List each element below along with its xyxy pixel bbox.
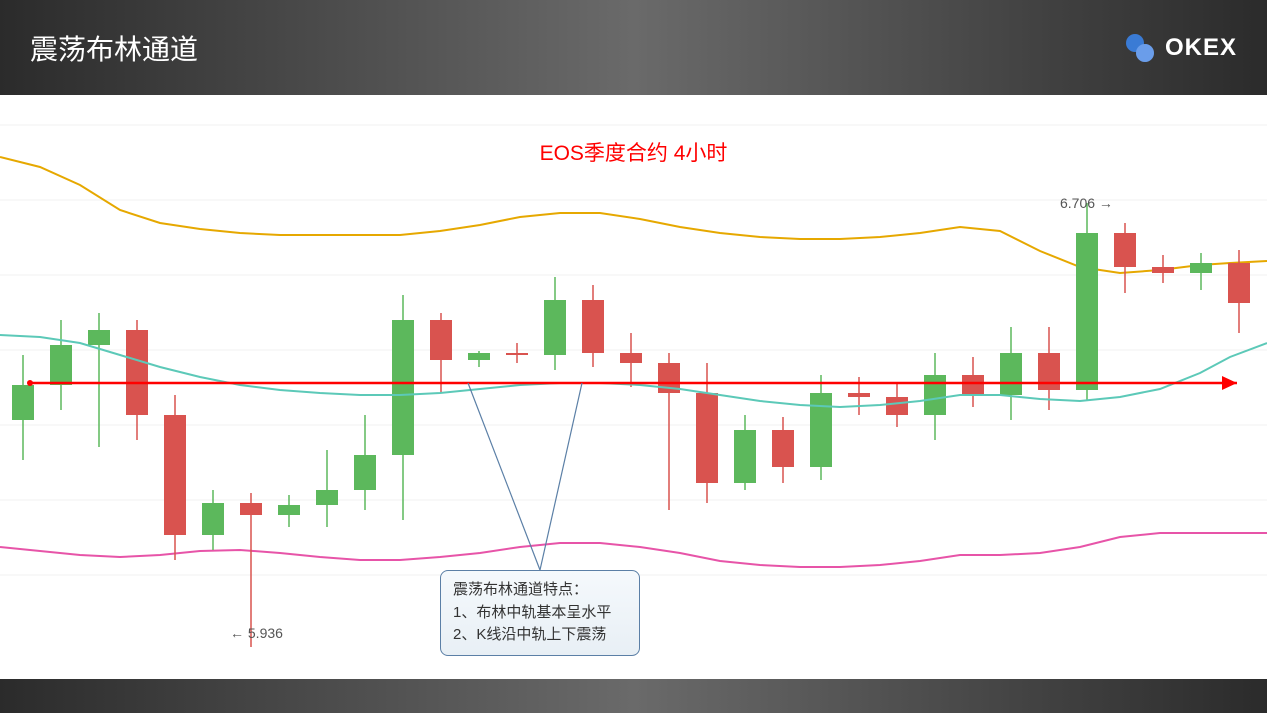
header: 震荡布林通道 OKEX [0, 0, 1267, 95]
footer [0, 679, 1267, 713]
page-title: 震荡布林通道 [30, 28, 198, 68]
price-label: ← 5.936 [230, 625, 283, 641]
logo: OKEX [1123, 31, 1237, 65]
annotation-line: 2、K线沿中轨上下震荡 [453, 624, 627, 647]
logo-text: OKEX [1165, 34, 1237, 62]
annotation-line: 1、布林中轨基本呈水平 [453, 602, 627, 625]
annotation-line: 震荡布林通道特点： [453, 579, 627, 602]
annotation-callout: 震荡布林通道特点：1、布林中轨基本呈水平2、K线沿中轨上下震荡 [440, 570, 640, 656]
chart-area: EOS季度合约 4小时 6.706 →← 5.936 震荡布林通道特点：1、布林… [0, 95, 1267, 679]
price-label: 6.706 → [1060, 195, 1113, 211]
okex-logo-icon [1123, 31, 1157, 65]
